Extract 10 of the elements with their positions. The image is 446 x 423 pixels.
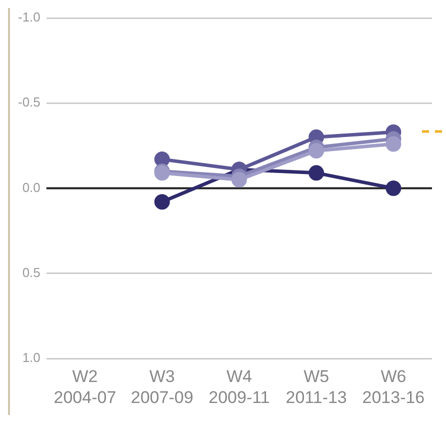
- x-tick-label: W6 2013-16: [362, 366, 425, 408]
- x-tick-label: W5 2011-13: [286, 366, 347, 408]
- y-tick-label: -1.0: [18, 10, 40, 25]
- y-tick-label: 0.5: [22, 264, 40, 280]
- y-tick-label: 0.0: [22, 180, 40, 195]
- x-tick-label: W2 2004-07: [54, 366, 116, 408]
- y-tick-label: 1.0: [22, 350, 40, 366]
- x-tick-label: W3 2007-09: [130, 366, 194, 408]
- y-tick-label: -0.5: [18, 94, 40, 110]
- x-tick-label: W4 2009-11: [208, 366, 270, 408]
